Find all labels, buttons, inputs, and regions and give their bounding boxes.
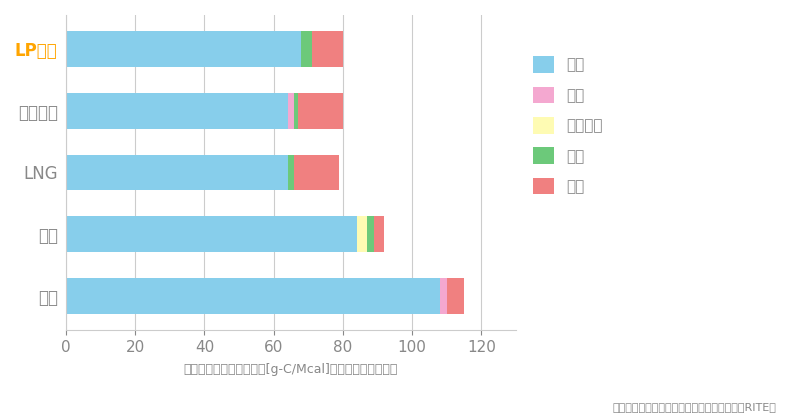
Bar	[302, 31, 312, 67]
Bar	[287, 155, 294, 191]
Bar	[357, 216, 367, 252]
Bar	[446, 278, 464, 314]
Bar	[287, 93, 294, 129]
Bar	[440, 278, 446, 314]
Bar	[66, 216, 357, 252]
Bar	[66, 31, 302, 67]
X-axis label: 温室効果ガス排出原単位[g-C/Mcal]（真発熱量ベース）: 温室効果ガス排出原単位[g-C/Mcal]（真発熱量ベース）	[184, 363, 398, 376]
Bar	[66, 278, 440, 314]
Bar	[294, 155, 339, 191]
Bar	[294, 93, 298, 129]
Bar	[66, 93, 287, 129]
Bar	[312, 31, 343, 67]
Bar	[66, 155, 287, 191]
Bar	[298, 93, 343, 129]
Text: 出典：財団法人地球環境産業技術研究機構（RITE）: 出典：財団法人地球環境産業技術研究機構（RITE）	[612, 402, 776, 412]
Legend: 燃焼, 設備, 二次生産, 輸送, 生産: 燃焼, 設備, 二次生産, 輸送, 生産	[528, 52, 607, 199]
Bar	[367, 216, 374, 252]
Bar	[374, 216, 385, 252]
